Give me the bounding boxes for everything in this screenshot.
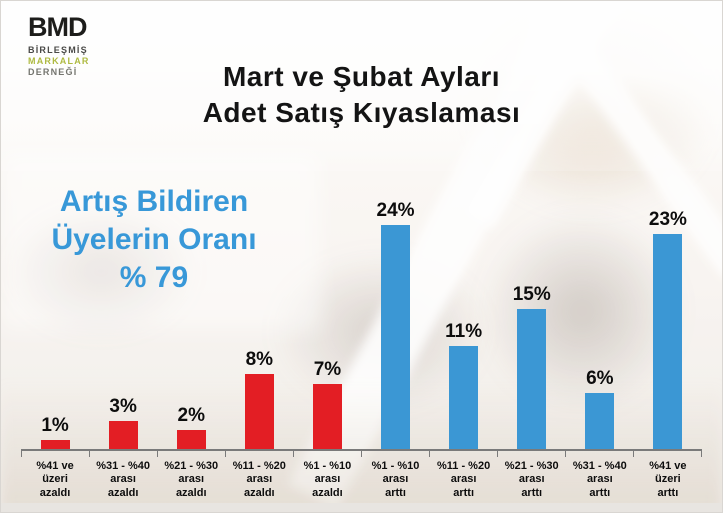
- stat-line-1: Artış Bildiren: [59, 185, 249, 218]
- bar-value-label: 1%: [41, 414, 69, 436]
- x-axis-category-label: %31 - %40 arası azaldı: [96, 459, 151, 499]
- chart-bar-increase: [517, 308, 547, 449]
- bar-slot: 23%: [634, 209, 702, 449]
- x-axis-tick-cell: [158, 450, 226, 457]
- x-axis-category-label: %1 - %10 arası azaldı: [303, 459, 352, 499]
- x-axis-tick-cell: [90, 450, 158, 457]
- x-axis-tick-cell: [362, 450, 430, 457]
- x-axis-category-label: %31 - %40 arası arttı: [572, 459, 627, 499]
- x-axis-tick-cell: [634, 450, 702, 457]
- bar-slot: 11%: [430, 321, 498, 449]
- chart-bar-decrease: [244, 373, 274, 449]
- bar-slot: 2%: [157, 405, 225, 449]
- title-line-1: Mart ve Şubat Ayları: [222, 61, 501, 92]
- x-axis-tick-cell: [226, 450, 294, 457]
- bmd-logo: BMD BİRLEŞMİŞ MARKALAR DERNEĞİ: [28, 14, 90, 78]
- bar-slot: 1%: [21, 415, 89, 449]
- x-axis-tick-cell: [21, 450, 90, 457]
- bar-value-label: 23%: [648, 208, 687, 230]
- x-axis-category-label: %41 ve üzeri arttı: [649, 459, 687, 499]
- x-axis-category-label: %11 - %20 arası azaldı: [232, 459, 286, 499]
- bar-slot: 8%: [225, 349, 293, 449]
- x-axis-tick-cell: [430, 450, 498, 457]
- bar-value-label: 24%: [376, 199, 415, 221]
- title-line-2: Adet Satış Kıyaslaması: [202, 97, 521, 128]
- logo-markalar-text: MARKALAR: [28, 56, 90, 66]
- bar-value-label: 3%: [109, 395, 137, 417]
- chart-bar-decrease: [312, 383, 342, 449]
- x-axis-category-label: %1 - %10 arası arttı: [371, 459, 420, 499]
- stat-line-3: % 79: [119, 261, 189, 294]
- x-axis-category-label: %21 - %30 arası azaldı: [164, 459, 219, 499]
- increase-members-stat: Artış Bildiren Üyelerin Oranı % 79: [33, 183, 275, 297]
- x-axis-labels: %41 ve üzeri azaldı %31 - %40 arası azald…: [21, 460, 702, 501]
- bar-value-label: 8%: [245, 348, 274, 370]
- page-title: Mart ve Şubat Ayları Adet Satış Kıyaslam…: [1, 59, 722, 131]
- x-axis-tick-cell: [566, 450, 634, 457]
- slide-bottom-edge: [1, 503, 722, 512]
- bar-value-label: 7%: [313, 358, 342, 380]
- chart-bar-increase: [585, 392, 615, 449]
- stat-line-2: Üyelerin Oranı: [51, 223, 257, 256]
- x-axis-category-label: %41 ve üzeri azaldı: [36, 459, 74, 499]
- logo-dernegi-text: DERNEĞİ: [28, 67, 78, 77]
- bar-slot: 15%: [498, 284, 566, 449]
- bar-value-label: 2%: [177, 404, 205, 426]
- logo-birlesmis-text: BİRLEŞMİŞ: [28, 45, 88, 55]
- x-axis-category-label: %21 - %30 arası arttı: [504, 459, 559, 499]
- bar-slot: 6%: [566, 368, 634, 449]
- bar-slot: 24%: [361, 200, 429, 449]
- chart-bar-decrease: [40, 439, 70, 449]
- chart-bar-increase: [381, 224, 411, 449]
- x-axis: [21, 448, 702, 457]
- chart-bar-decrease: [108, 420, 138, 449]
- chart-bar-increase: [653, 233, 683, 449]
- chart-plot-area: 1% 3% 2% 8% 7% 24% 11% 15% 6% 23%: [21, 197, 702, 449]
- x-axis-category-label: %11 - %20 arası arttı: [437, 459, 491, 499]
- bar-value-label: 6%: [586, 367, 614, 389]
- chart-bar-decrease: [176, 429, 206, 449]
- bar-slot: 3%: [89, 396, 157, 449]
- bar-slot: 7%: [293, 359, 361, 449]
- x-axis-tick-cell: [294, 450, 362, 457]
- chart-bar-increase: [449, 345, 479, 449]
- bar-value-label: 15%: [512, 283, 551, 305]
- bar-value-label: 11%: [445, 320, 483, 342]
- logo-bmd-text: BMD: [28, 12, 87, 42]
- x-axis-tick-cell: [498, 450, 566, 457]
- bar-chart: 1% 3% 2% 8% 7% 24% 11% 15% 6% 23% %41 ve üzeri az…: [21, 197, 702, 501]
